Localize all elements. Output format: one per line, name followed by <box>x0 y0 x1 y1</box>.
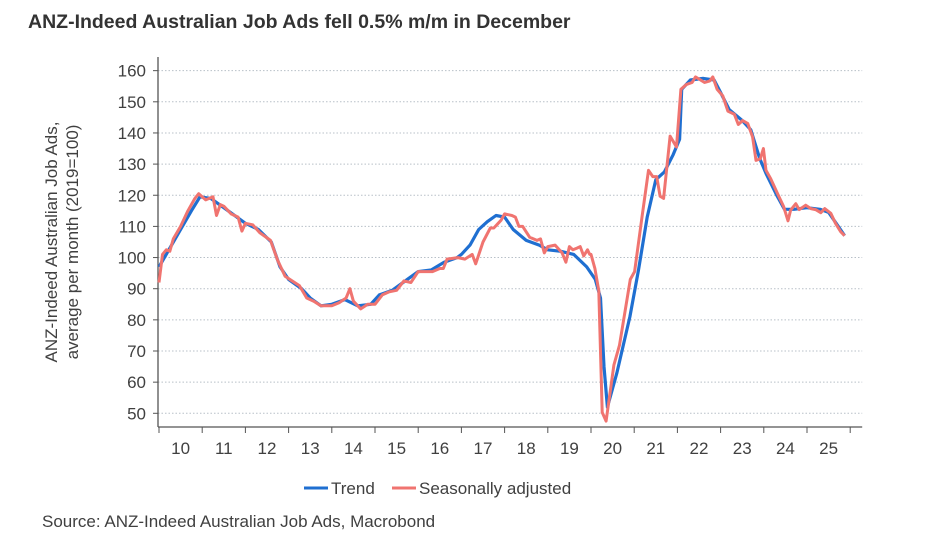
gridlines <box>158 70 863 414</box>
x-tick-label: 18 <box>517 439 536 458</box>
series-lines <box>157 75 846 423</box>
x-tick-label: 13 <box>301 439 320 458</box>
x-tick-label: 14 <box>344 439 363 458</box>
axes: 50 60 70 80 90 100 110 120 130 140 150 160 10 11 12 13 1… <box>118 57 863 458</box>
y-tick-label: 120 <box>118 186 146 205</box>
y-tick-label: 110 <box>119 217 146 236</box>
x-tick-label: 25 <box>819 439 838 458</box>
chart-title: ANZ-Indeed Australian Job Ads fell 0.5% … <box>28 11 571 33</box>
y-tick-label: 80 <box>127 311 146 330</box>
y-tick-label: 90 <box>127 280 146 299</box>
x-tick-label: 11 <box>215 439 233 458</box>
legend-sa-label: Seasonally adjusted <box>419 479 571 498</box>
y-axis-label-line2: average per month (2019=100) <box>63 125 82 360</box>
x-tick-label: 16 <box>430 439 449 458</box>
x-tick-label: 22 <box>690 439 709 458</box>
y-tick-label: 140 <box>118 124 146 143</box>
x-tick-label: 10 <box>171 439 190 458</box>
x-tick-label: 19 <box>560 439 579 458</box>
x-tick-label: 15 <box>387 439 406 458</box>
y-tick-label: 130 <box>118 155 146 174</box>
y-tick-label: 150 <box>118 93 146 112</box>
y-tick-label: 100 <box>118 249 146 268</box>
y-tick-label: 50 <box>127 404 146 423</box>
x-tick-label: 17 <box>474 439 493 458</box>
x-tick-label: 21 <box>646 439 665 458</box>
x-tick-label: 24 <box>776 439 795 458</box>
legend: Trend Seasonally adjusted <box>304 479 571 498</box>
legend-trend-label: Trend <box>331 479 375 498</box>
y-axis-label-line1: ANZ-Indeed Australian Job Ads, <box>42 122 61 363</box>
x-tick-label: 12 <box>258 439 277 458</box>
x-tick-label: 20 <box>603 439 622 458</box>
x-tick-label: 23 <box>733 439 752 458</box>
source-note: Source: ANZ-Indeed Australian Job Ads, M… <box>42 512 436 531</box>
y-tick-label: 160 <box>118 62 146 81</box>
y-tick-label: 60 <box>127 373 146 392</box>
y-tick-label: 70 <box>127 342 146 361</box>
series-seasonally-adjusted-line <box>157 75 846 423</box>
series-trend-line <box>157 76 846 409</box>
